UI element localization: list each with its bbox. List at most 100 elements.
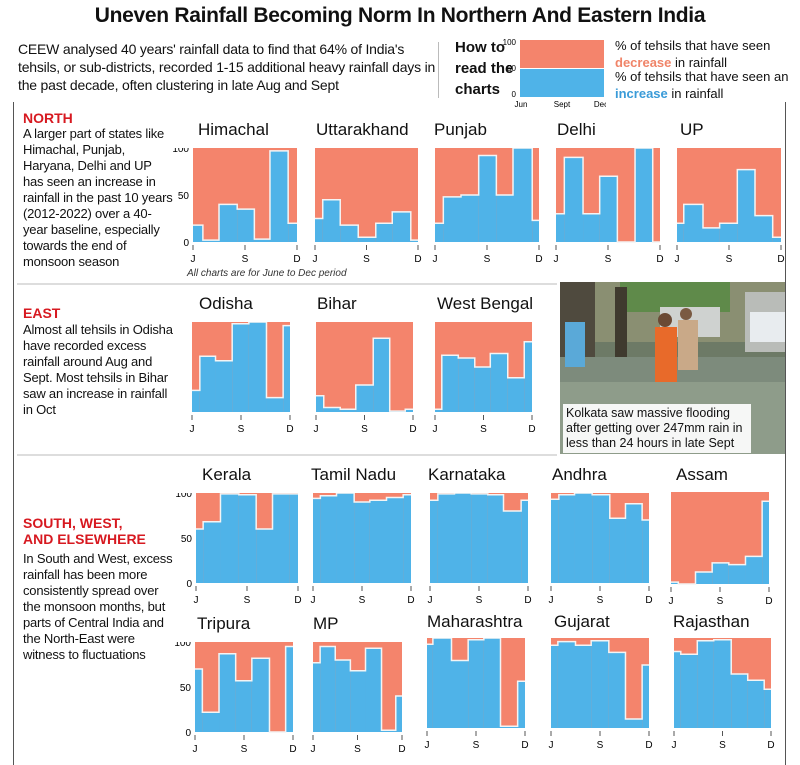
increase-step xyxy=(513,148,533,242)
legend-decrease-text: % of tehsils that have seen decrease in … xyxy=(615,37,800,71)
legend-xtick: Sept xyxy=(554,100,571,109)
increase-step xyxy=(315,218,323,242)
x-tick-label: D xyxy=(407,595,414,606)
increase-step xyxy=(355,385,374,412)
chart-title: Assam xyxy=(676,465,728,484)
how-to-read-label: How to read the charts xyxy=(455,37,513,100)
increase-step xyxy=(731,674,748,728)
increase-step xyxy=(237,209,255,242)
increase-step xyxy=(503,511,522,583)
increase-step xyxy=(551,499,559,583)
x-tick-label: J xyxy=(669,596,674,607)
y-tick-label: 100 xyxy=(175,493,192,500)
x-tick-label: D xyxy=(414,254,421,265)
increase-step xyxy=(747,680,765,728)
increase-step xyxy=(235,680,252,732)
increase-step xyxy=(728,564,746,584)
increase-step xyxy=(395,696,402,732)
step-boundary-line xyxy=(556,148,660,243)
increase-step xyxy=(625,719,643,728)
increase-step xyxy=(609,518,626,583)
increase-step xyxy=(507,377,525,412)
chart-title: UP xyxy=(680,120,704,139)
section-text-north: A larger part of states like Himachal, P… xyxy=(23,126,173,269)
step-boundary-line xyxy=(192,322,290,399)
x-tick-label: D xyxy=(398,744,405,755)
increase-step xyxy=(642,520,649,583)
x-tick-label: S xyxy=(484,254,491,265)
increase-step xyxy=(524,341,532,412)
x-tick-label: J xyxy=(314,424,319,435)
increase-step xyxy=(288,223,297,242)
legend-text-part: % of tehsils that have seen xyxy=(615,38,771,53)
step-boundary-line xyxy=(316,337,413,412)
increase-step xyxy=(755,215,773,242)
increase-step xyxy=(430,500,438,583)
legend-increase-text: % of tehsils that have seen an increase … xyxy=(615,68,800,102)
step-boundary-line xyxy=(674,639,771,691)
increase-step xyxy=(248,322,267,412)
chart-title: Himachal xyxy=(198,120,269,139)
x-tick-label: D xyxy=(409,424,416,435)
legend-ytick: 0 xyxy=(512,90,517,99)
increase-step xyxy=(487,494,504,583)
increase-step xyxy=(322,199,341,242)
increase-step xyxy=(238,494,257,583)
legend-chart: 100 50 0 Jun Sept Dec xyxy=(503,38,606,109)
increase-step xyxy=(350,670,366,732)
increase-step xyxy=(202,240,219,242)
increase-step xyxy=(772,237,781,242)
increase-step xyxy=(583,213,600,242)
increase-step xyxy=(517,681,525,728)
increase-step xyxy=(202,712,220,732)
increase-step xyxy=(635,148,653,242)
increase-step xyxy=(683,204,703,242)
step-boundary-line xyxy=(671,500,769,585)
x-tick-label: S xyxy=(726,254,733,265)
step-boundary-line xyxy=(195,645,293,733)
y-tick-label: 50 xyxy=(178,191,190,202)
x-tick-label: D xyxy=(289,744,296,755)
x-tick-label: J xyxy=(554,254,559,265)
increase-step xyxy=(365,648,382,732)
increase-step xyxy=(496,195,513,242)
x-tick-label: S xyxy=(244,595,251,606)
section-heading-north: NORTH xyxy=(23,110,73,126)
chart-title: Tamil Nadu xyxy=(311,465,397,484)
increase-step xyxy=(500,726,518,728)
x-tick-label: J xyxy=(549,740,554,751)
step-boundary-line xyxy=(313,493,411,503)
x-tick-label: D xyxy=(293,254,300,265)
increase-step xyxy=(251,658,270,732)
increase-step xyxy=(313,498,321,583)
increase-step xyxy=(427,644,433,728)
increase-step xyxy=(199,356,216,412)
x-tick-label: J xyxy=(311,595,316,606)
step-boundary-line xyxy=(435,341,532,411)
increase-step xyxy=(451,660,469,728)
y-tick-label: 100 xyxy=(172,148,189,155)
y-tick-label: 100 xyxy=(174,642,191,649)
legend-decrease-word: decrease xyxy=(615,55,672,70)
x-tick-label: S xyxy=(597,595,604,606)
increase-step xyxy=(671,582,679,584)
x-tick-label: S xyxy=(238,424,245,435)
increase-step xyxy=(521,500,528,583)
increase-step xyxy=(272,493,290,583)
y-tick-label: 0 xyxy=(186,579,192,590)
increase-step xyxy=(642,665,649,728)
x-tick-label: D xyxy=(286,424,293,435)
chart-title: Gujarat xyxy=(554,612,610,631)
increase-step xyxy=(592,494,610,583)
increase-step xyxy=(254,239,270,242)
section-divider xyxy=(17,283,557,285)
x-tick-label: D xyxy=(645,740,652,751)
increase-step xyxy=(695,572,713,584)
increase-step xyxy=(320,495,337,583)
increase-step xyxy=(454,493,472,583)
increase-step xyxy=(405,409,413,412)
increase-step xyxy=(697,640,714,728)
